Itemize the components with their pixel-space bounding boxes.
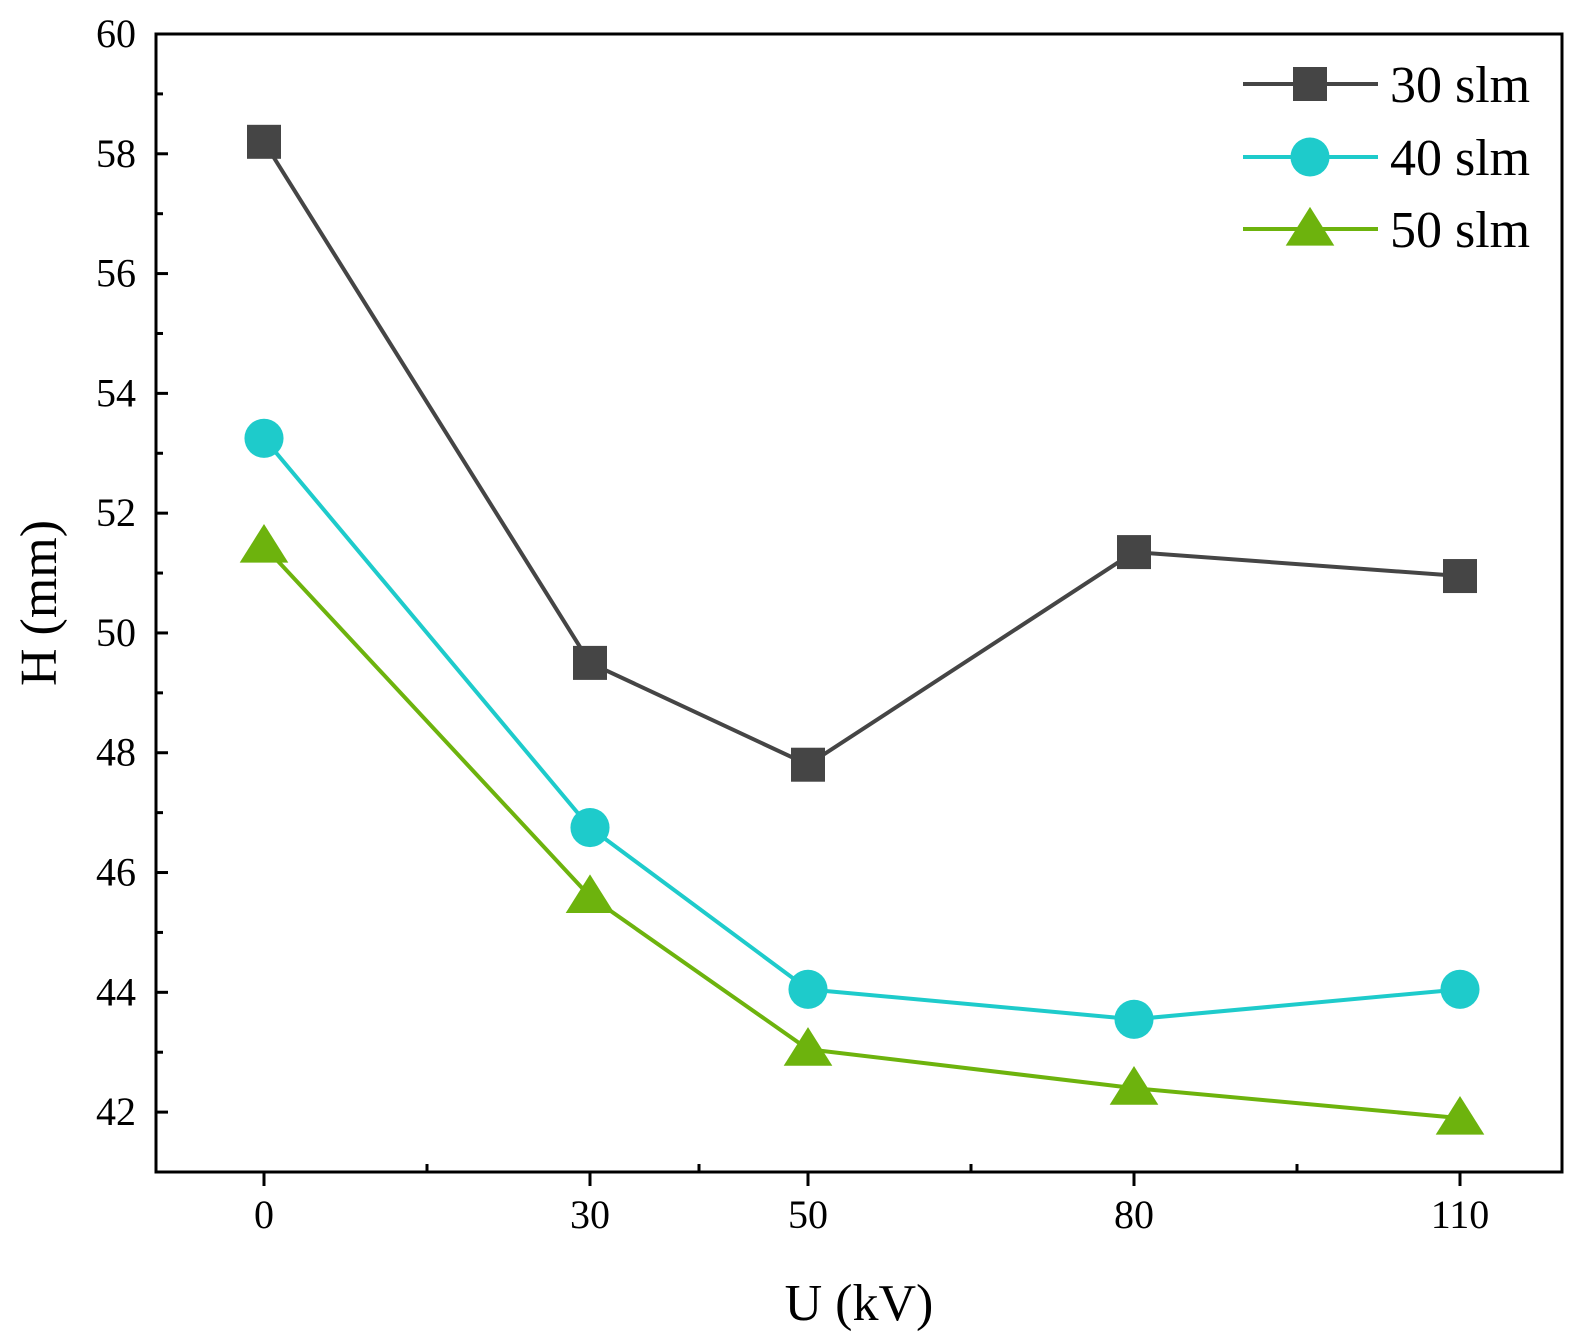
y-tick-label: 50 bbox=[96, 610, 136, 655]
legend-label: 30 slm bbox=[1390, 57, 1530, 114]
plot-frame bbox=[154, 32, 1564, 1174]
x-axis-ticks: 0 30 50 80 110 bbox=[254, 1164, 1489, 1237]
y-tick-label: 44 bbox=[96, 969, 136, 1014]
y-tick-label: 54 bbox=[96, 370, 136, 415]
y-tick-label: 46 bbox=[96, 850, 136, 895]
y-tick-label: 42 bbox=[96, 1089, 136, 1134]
legend-label: 50 slm bbox=[1390, 202, 1530, 259]
series-50-slm bbox=[239, 524, 1485, 1135]
y-axis-ticks: 42 44 46 48 50 52 54 56 58 60 bbox=[96, 11, 168, 1134]
data-point-triangle bbox=[1109, 1066, 1159, 1105]
data-point-square bbox=[573, 645, 607, 680]
data-point-triangle bbox=[565, 874, 615, 914]
x-tick-label: 50 bbox=[788, 1192, 828, 1237]
legend-item: 30 slm bbox=[1243, 57, 1530, 114]
data-point-square bbox=[791, 747, 825, 782]
data-point-square bbox=[1443, 559, 1477, 594]
data-point-circle bbox=[1440, 969, 1480, 1009]
x-tick-label: 80 bbox=[1114, 1192, 1154, 1237]
series-layer bbox=[239, 124, 1485, 1135]
data-point-square bbox=[247, 124, 281, 159]
data-point-circle bbox=[570, 808, 610, 848]
x-tick-label: 0 bbox=[254, 1192, 274, 1237]
data-point-triangle bbox=[239, 524, 289, 563]
series-40-slm bbox=[244, 418, 1480, 1039]
legend-item: 40 slm bbox=[1243, 130, 1530, 187]
legend-label: 40 slm bbox=[1390, 130, 1530, 187]
y-tick-label: 56 bbox=[96, 251, 136, 296]
legend-marker-triangle bbox=[1285, 206, 1335, 246]
data-point-triangle bbox=[1435, 1095, 1485, 1135]
x-tick-label: 30 bbox=[570, 1192, 610, 1237]
y-tick-label: 58 bbox=[96, 131, 136, 176]
y-tick-label: 60 bbox=[96, 11, 136, 56]
data-point-circle bbox=[244, 418, 284, 458]
legend-marker-circle bbox=[1290, 137, 1330, 177]
legend-item: 50 slm bbox=[1243, 202, 1530, 259]
series-line bbox=[262, 544, 1461, 1121]
y-axis-title: H (mm) bbox=[11, 520, 68, 686]
x-axis-title: U (kV) bbox=[785, 1275, 934, 1332]
legend: 30 slm 40 slm 50 slm bbox=[1243, 57, 1530, 259]
series-line bbox=[262, 140, 1461, 767]
data-point-circle bbox=[788, 969, 828, 1009]
y-tick-label: 52 bbox=[96, 490, 136, 535]
legend-marker-square bbox=[1293, 67, 1327, 101]
data-point-triangle bbox=[783, 1027, 833, 1066]
x-tick-label: 110 bbox=[1431, 1192, 1490, 1237]
series-30-slm bbox=[247, 124, 1477, 782]
data-point-square bbox=[1117, 535, 1151, 570]
data-point-circle bbox=[1114, 999, 1154, 1039]
y-tick-label: 48 bbox=[96, 730, 136, 775]
